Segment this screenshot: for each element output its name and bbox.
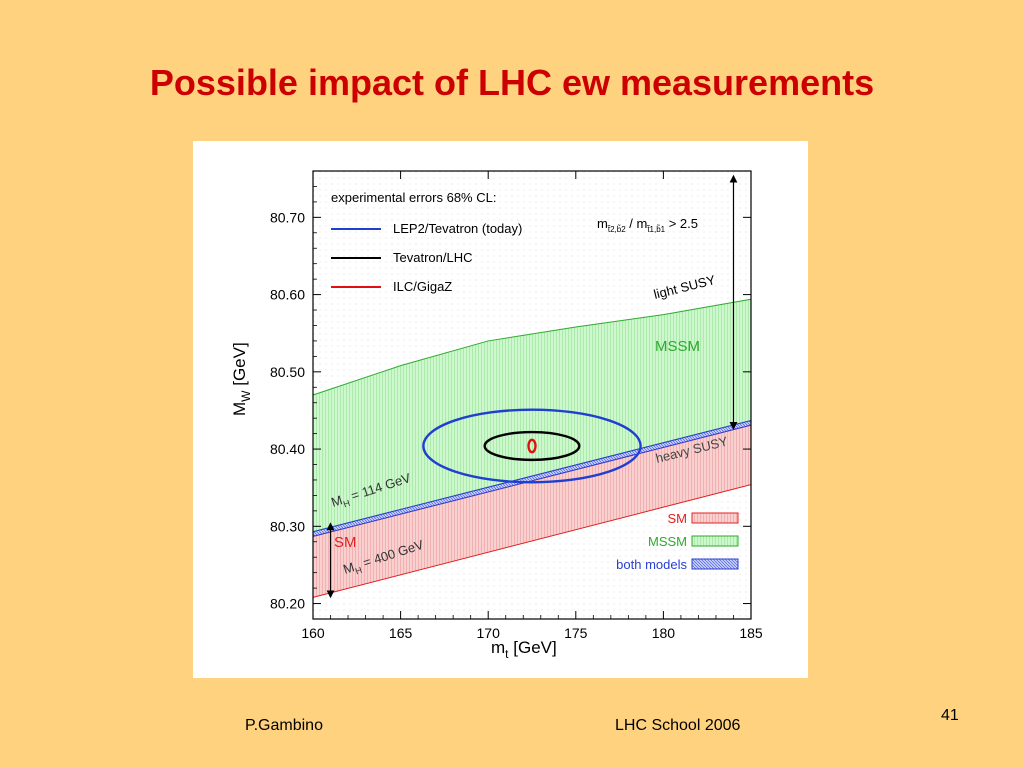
figure-panel: 160 165 170 175 180 185 80.20 80.30 80.40 80.50 80… xyxy=(193,141,808,678)
page-number: 41 xyxy=(941,707,959,724)
sm-region-label: SM xyxy=(334,534,357,551)
bands-layer xyxy=(312,298,752,599)
footer-author: P.Gambino xyxy=(245,717,323,734)
ellipse-lep2-tevatron xyxy=(422,408,642,484)
region-legend-both-swatch xyxy=(691,558,739,570)
slide-title: Possible impact of LHC ew measurements xyxy=(149,62,875,103)
legend-title: experimental errors 68% CL: xyxy=(331,190,496,205)
region-legend-sm-swatch xyxy=(691,512,739,524)
x-tick-label: 160 xyxy=(301,625,325,641)
y-tick-label: 80.40 xyxy=(270,441,305,457)
y-tick-label: 80.30 xyxy=(270,518,305,534)
arrow-layer xyxy=(326,174,738,599)
legend-label-lep2: LEP2/Tevatron (today) xyxy=(393,221,522,236)
region-legend-mssm-label: MSSM xyxy=(648,534,687,549)
x-axis-label: mt [GeV] xyxy=(491,638,557,661)
region-legend-sm-label: SM xyxy=(668,511,688,526)
ellipse-tevatron-lhc xyxy=(483,430,581,462)
y-axis-label: MW [GeV] xyxy=(230,342,253,416)
y-tick-label: 80.20 xyxy=(270,596,305,612)
y-tick-label: 80.60 xyxy=(270,287,305,303)
x-tick-label: 185 xyxy=(739,625,763,641)
ellipse-layer xyxy=(422,408,642,484)
region-legend: SM MSSM both models xyxy=(616,511,739,572)
ratio-annotation: mt̃2,b̃2 / mt̃1,b̃1 > 2.5 xyxy=(597,216,698,234)
region-legend-mssm-swatch xyxy=(691,535,739,547)
legend-label-lhc: Tevatron/LHC xyxy=(393,250,472,265)
x-tick-label: 170 xyxy=(477,625,501,641)
region-legend-both-label: both models xyxy=(616,557,687,572)
experiment-legend: experimental errors 68% CL: LEP2/Tevatro… xyxy=(331,190,522,294)
footer-event: LHC School 2006 xyxy=(615,717,741,734)
legend-label-ilc: ILC/GigaZ xyxy=(393,279,452,294)
x-tick-label: 165 xyxy=(389,625,413,641)
x-tick-label: 180 xyxy=(652,625,676,641)
mssm-region-label: MSSM xyxy=(655,338,700,355)
axis-ticks: 160 165 170 175 180 185 80.20 80.30 80.40 80.50 80… xyxy=(270,170,763,641)
plot-frame xyxy=(312,170,752,620)
x-tick-label: 175 xyxy=(564,625,588,641)
y-tick-label: 80.70 xyxy=(270,209,305,225)
y-tick-label: 80.50 xyxy=(270,364,305,380)
ellipse-ilc-gigaz xyxy=(527,438,537,454)
mw-vs-mt-chart: 160 165 170 175 180 185 80.20 80.30 80.40 80.50 80… xyxy=(230,170,763,661)
